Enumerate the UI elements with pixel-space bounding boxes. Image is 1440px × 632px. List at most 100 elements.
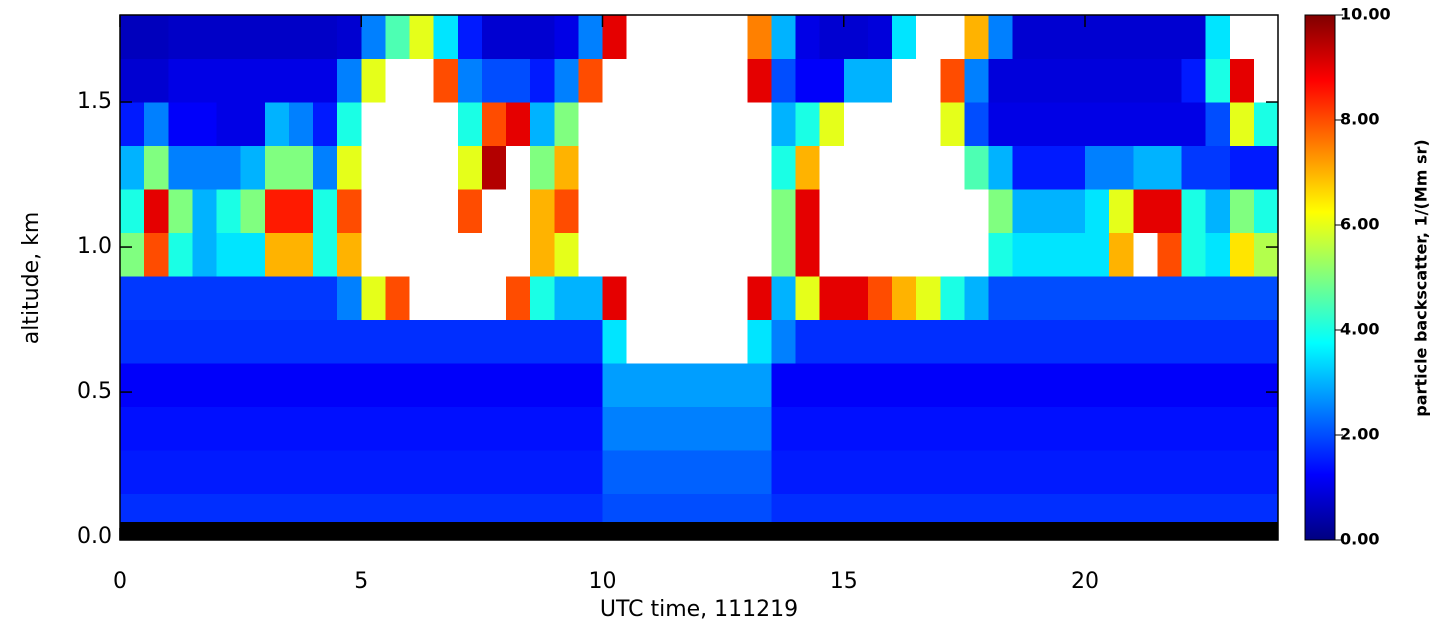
cell — [337, 102, 362, 147]
cell — [120, 232, 145, 277]
cell — [1085, 363, 1110, 408]
cell — [1157, 58, 1182, 103]
cell — [1085, 450, 1110, 495]
cell — [409, 276, 435, 321]
cell — [1253, 58, 1279, 103]
cell — [650, 319, 676, 364]
cell — [1060, 276, 1086, 321]
cell — [1036, 189, 1062, 234]
y-tick-label: 0.5 — [77, 379, 112, 404]
cell — [361, 189, 386, 234]
cell — [747, 406, 772, 451]
cell — [771, 189, 796, 234]
cell — [578, 232, 603, 277]
cell — [819, 58, 845, 103]
cell — [1036, 232, 1062, 277]
cell — [578, 58, 603, 103]
cell — [1229, 232, 1255, 277]
cell — [240, 58, 266, 103]
cell — [1133, 145, 1158, 190]
cell — [120, 363, 145, 408]
cell — [144, 232, 169, 277]
cell — [867, 450, 893, 495]
cell — [168, 319, 193, 364]
cell — [1109, 319, 1134, 364]
cell — [867, 276, 893, 321]
cell — [626, 102, 652, 147]
cell — [216, 145, 242, 190]
cell — [409, 102, 435, 147]
cell — [288, 450, 314, 495]
cell — [1036, 319, 1062, 364]
y-tick-label: 1.5 — [77, 89, 112, 114]
cell — [240, 102, 266, 147]
cell — [313, 406, 338, 451]
cell — [264, 58, 290, 103]
cell — [1205, 145, 1231, 190]
cell — [747, 58, 772, 103]
cell — [747, 276, 772, 321]
cell — [120, 406, 145, 451]
cell — [433, 363, 459, 408]
cell — [457, 58, 483, 103]
cell — [699, 363, 724, 408]
cell — [1181, 102, 1207, 147]
cell — [1157, 450, 1182, 495]
cell — [723, 15, 748, 60]
cell — [1133, 363, 1158, 408]
cell — [288, 102, 314, 147]
cell — [964, 58, 989, 103]
cell — [216, 450, 242, 495]
cell — [337, 363, 362, 408]
cell — [1085, 232, 1110, 277]
cell — [144, 406, 169, 451]
cell — [506, 58, 531, 103]
cell — [385, 276, 410, 321]
cell — [385, 232, 410, 277]
cell — [216, 363, 242, 408]
cell — [1253, 276, 1279, 321]
cell — [674, 102, 700, 147]
colorbar — [1304, 14, 1336, 541]
cell — [771, 450, 796, 495]
cell — [795, 450, 821, 495]
cell — [1060, 58, 1086, 103]
cell — [578, 276, 603, 321]
cell — [1036, 58, 1062, 103]
cell — [867, 102, 893, 147]
cell — [1205, 450, 1231, 495]
cell — [192, 363, 217, 408]
cell — [530, 145, 555, 190]
cell — [168, 102, 193, 147]
cell — [457, 15, 483, 60]
cell — [1181, 58, 1207, 103]
cell — [795, 406, 821, 451]
cell — [699, 232, 724, 277]
cell — [192, 189, 217, 234]
cell — [650, 189, 676, 234]
cell — [723, 189, 748, 234]
cell — [433, 406, 459, 451]
cell — [1085, 58, 1110, 103]
colorbar-tick-label: 10.00 — [1340, 5, 1391, 24]
cell — [240, 363, 266, 408]
cell — [457, 189, 483, 234]
cell — [916, 319, 941, 364]
cell — [699, 276, 724, 321]
cell — [1133, 450, 1158, 495]
cell — [554, 15, 579, 60]
cell — [1012, 232, 1038, 277]
cell — [892, 232, 917, 277]
cell — [433, 232, 459, 277]
cell — [361, 319, 386, 364]
cell — [192, 319, 217, 364]
cell — [771, 363, 796, 408]
cell — [1157, 15, 1182, 60]
cell — [626, 363, 652, 408]
cell — [385, 189, 410, 234]
cell — [337, 15, 362, 60]
cell — [626, 319, 652, 364]
cell — [264, 189, 290, 234]
cell — [168, 145, 193, 190]
cell — [144, 450, 169, 495]
